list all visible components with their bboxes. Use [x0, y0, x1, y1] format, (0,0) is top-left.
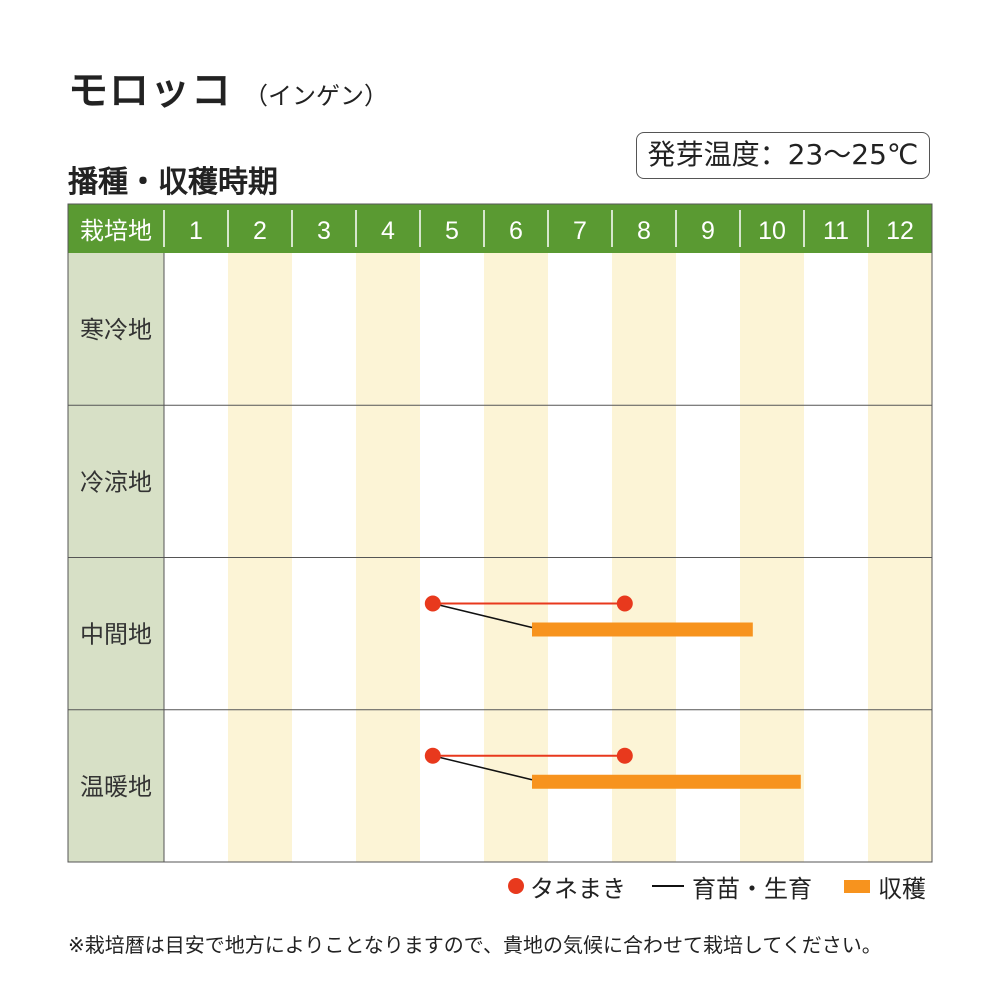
seedling-line	[432, 602, 533, 629]
month-label: 10	[758, 217, 786, 245]
page-subtitle: （インゲン）	[244, 82, 388, 110]
month-label: 7	[573, 217, 587, 245]
harvest-bar	[532, 774, 801, 789]
harvest-bar-icon	[844, 879, 870, 893]
month-label: 3	[317, 217, 331, 245]
legend-harvest-label: 収穫	[878, 874, 926, 903]
sowing-start-dot	[424, 595, 441, 612]
title: モロッコ （インゲン）	[68, 58, 388, 116]
header-region-label: 栽培地	[80, 218, 152, 245]
legend-seedling-label: 育苗・生育	[692, 874, 812, 903]
region-label: 寒冷地	[80, 317, 152, 344]
legend-harvest: 収穫	[812, 869, 926, 904]
section-title: 播種・収穫時期	[68, 165, 278, 200]
legend-seedling: 育苗・生育	[626, 869, 812, 904]
sowing-end-dot	[616, 747, 633, 764]
month-label: 11	[823, 217, 849, 245]
sowing-dot-icon	[508, 878, 524, 894]
page-title: モロッコ	[68, 68, 232, 114]
month-label: 4	[381, 217, 395, 245]
month-label: 6	[509, 217, 523, 245]
month-label: 5	[445, 217, 459, 245]
harvest-bar	[532, 622, 753, 637]
germination-temperature-box: 発芽温度：23〜25℃	[636, 132, 930, 179]
region-label: 中間地	[80, 622, 152, 649]
region-label: 温暖地	[80, 774, 152, 801]
header-row	[68, 204, 932, 253]
month-label: 1	[189, 217, 203, 245]
table-border	[67, 203, 933, 863]
month-label: 9	[701, 217, 715, 245]
legend-sowing: タネまき	[508, 869, 626, 904]
legend: タネまき 育苗・生育 収穫	[508, 869, 926, 904]
month-label: 12	[886, 217, 914, 245]
sowing-start-dot	[424, 747, 441, 764]
seedling-line-icon	[652, 885, 684, 887]
legend-sowing-label: タネまき	[530, 874, 626, 903]
footnote: ※栽培暦は目安で地方によりことなりますので、貴地の気候に合わせて栽培してください…	[68, 933, 882, 957]
month-label: 8	[637, 217, 651, 245]
month-label: 2	[253, 217, 267, 245]
sowing-end-dot	[616, 595, 633, 612]
region-label: 冷涼地	[80, 469, 152, 496]
seedling-line	[432, 755, 533, 781]
